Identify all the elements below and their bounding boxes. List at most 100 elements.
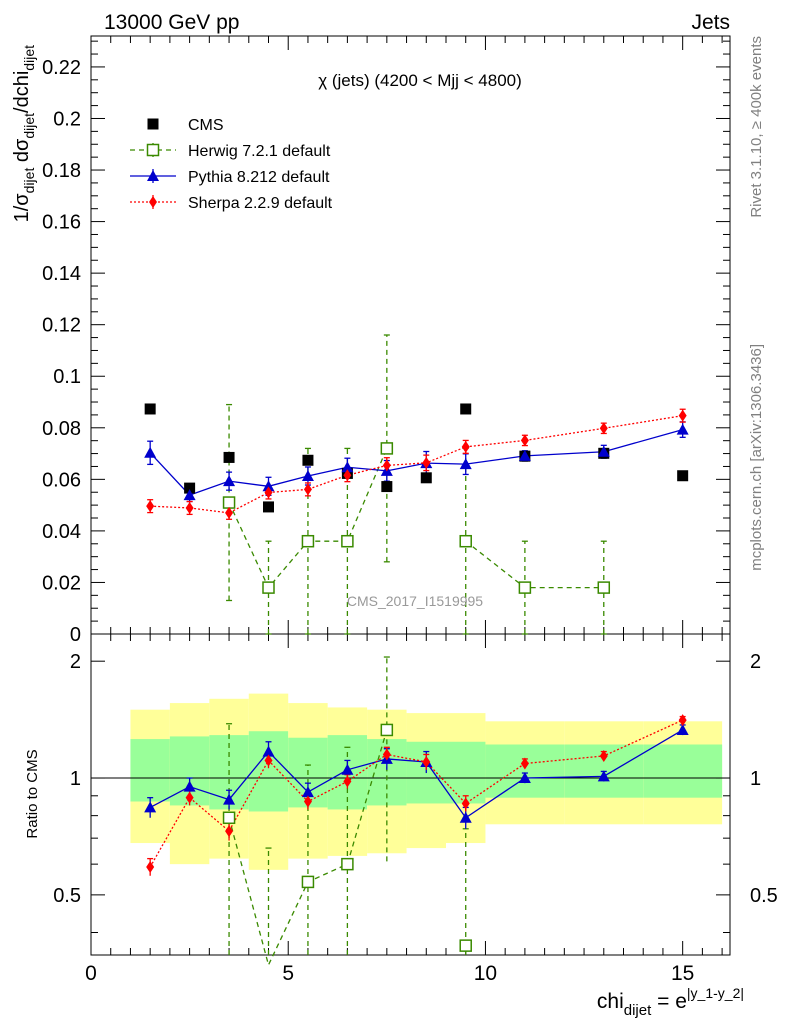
ratio-y-tick-label: 0.5: [53, 885, 81, 907]
ratio-y-tick-label-right: 1: [750, 768, 761, 790]
sherpa-line-main: [150, 415, 683, 514]
herwig-point: [222, 496, 236, 509]
sherpa-line-ratio: [149, 719, 683, 868]
herwig-point: [341, 534, 354, 548]
cms-point: [223, 451, 235, 463]
cms-point: [677, 470, 689, 482]
pythia-point: [518, 449, 531, 461]
y-tick-label: 0.1: [53, 366, 81, 388]
x-axis-label: chidijet = e|y_1-y_2|: [597, 985, 744, 1019]
pythia-line-ratio: [149, 729, 683, 819]
ratio-y-tick-label-right: 0.5: [750, 885, 778, 907]
legend: CMS Herwig 7.2.1 default Pythia 8.212 defa…: [130, 117, 333, 212]
legend-marker-cms: [147, 118, 159, 130]
cms-point: [460, 403, 472, 415]
sherpa-ratio-point: [678, 714, 687, 727]
sherpa-point: [382, 459, 391, 472]
header-right: Jets: [691, 11, 730, 34]
pythia-ratio-point: [144, 801, 157, 813]
sherpa-ratio-point: [382, 748, 391, 761]
legend-marker-herwig: [146, 143, 160, 157]
legend-marker-sherpa: [149, 196, 157, 208]
sherpa-ratio-point: [225, 825, 234, 838]
y-tick-label: 0.22: [42, 57, 81, 79]
ratio-y-tick-label-right: 2: [750, 651, 761, 673]
pythia-ratio-point: [301, 786, 314, 798]
ratio-plot-frame: [90, 633, 731, 956]
header-left: 13000 GeV pp: [104, 11, 239, 34]
y-tick-label: 0: [70, 624, 81, 646]
main-plot-frame: [90, 35, 731, 635]
sherpa-point: [678, 409, 687, 422]
cms-point: [420, 472, 432, 484]
legend-label-sherpa: Sherpa 2.2.9 default: [188, 195, 333, 212]
pythia-point: [341, 461, 354, 473]
y-tick-label: 0.2: [53, 108, 81, 130]
sherpa-ratio-point: [146, 860, 155, 873]
cms-point: [302, 454, 314, 466]
ratio-band-inner: [446, 741, 486, 804]
pythia-ratio-point: [676, 723, 689, 735]
y-tick-label: 0.18: [42, 160, 81, 182]
herwig-point: [262, 581, 275, 594]
herwig-ratio-point: [222, 811, 236, 825]
side-label-rivet: Rivet 3.1.10, ≥ 400k events: [748, 36, 765, 218]
herwig-ratio-point: [459, 939, 472, 952]
pythia-point: [676, 423, 689, 435]
y-tick-label: 0.14: [42, 263, 81, 285]
herwig-line-main: [465, 540, 604, 589]
pythia-point: [144, 446, 157, 458]
y-axis-label-main: 1/σdijet dσdijet/dchidijet: [11, 45, 37, 222]
ratio-y-tick-label: 2: [70, 651, 81, 673]
sherpa-point: [520, 434, 529, 447]
y-tick-label: 0.16: [42, 212, 81, 234]
sherpa-point: [422, 456, 431, 469]
pythia-line-main: [149, 428, 683, 496]
sherpa-ratio-point: [461, 797, 470, 810]
herwig-point: [518, 581, 532, 594]
x-tick-label: 0: [85, 962, 97, 985]
pythia-ratio-point: [262, 745, 275, 757]
sherpa-ratio-point: [185, 791, 194, 804]
sherpa-point: [264, 486, 273, 499]
ratio-y-tick-label: 1: [70, 768, 81, 790]
pythia-ratio-point: [223, 793, 236, 805]
y-tick-label: 0.04: [42, 521, 81, 543]
sherpa-point: [343, 469, 352, 482]
sherpa-point: [461, 440, 470, 453]
sherpa-ratio-point: [343, 775, 352, 788]
sherpa-ratio-point: [303, 795, 312, 808]
pythia-point: [183, 489, 196, 501]
herwig-ratio-point: [380, 723, 394, 737]
sherpa-point: [146, 500, 155, 513]
y-axis-label-ratio: Ratio to CMS: [24, 749, 41, 838]
herwig-ratio-point: [341, 857, 354, 871]
axis-ticks: 0 5 10 15 0 0.02 0.04 0.06 0.08 0.1 0.12 0.14 0.16 0.…: [42, 36, 778, 985]
sherpa-point: [599, 422, 608, 435]
x-tick-label: 5: [282, 962, 294, 985]
plot-frames: [90, 35, 731, 956]
sherpa-point: [225, 506, 234, 519]
pythia-ratio-point: [183, 780, 196, 792]
pythia-point: [597, 445, 610, 457]
pythia-point: [223, 475, 236, 487]
herwig-point: [459, 534, 472, 548]
pythia-point: [459, 458, 472, 470]
series-lines: [149, 415, 683, 967]
legend-label-cms: CMS: [188, 117, 224, 134]
pythia-ratio-point: [518, 772, 531, 784]
ratio-band-inner: [130, 739, 170, 802]
herwig-point: [380, 442, 394, 455]
data-markers: [144, 403, 689, 952]
y-tick-label: 0.06: [42, 469, 81, 491]
x-tick-label: 10: [474, 962, 497, 985]
ratio-band-inner: [643, 744, 723, 798]
sherpa-point: [185, 501, 194, 514]
legend-label-herwig: Herwig 7.2.1 default: [188, 143, 331, 160]
herwig-ratio-point: [301, 875, 315, 889]
sherpa-ratio-point: [422, 755, 431, 768]
sherpa-ratio-point: [264, 754, 273, 767]
pythia-ratio-point: [341, 763, 354, 775]
legend-marker-pythia: [147, 170, 159, 181]
